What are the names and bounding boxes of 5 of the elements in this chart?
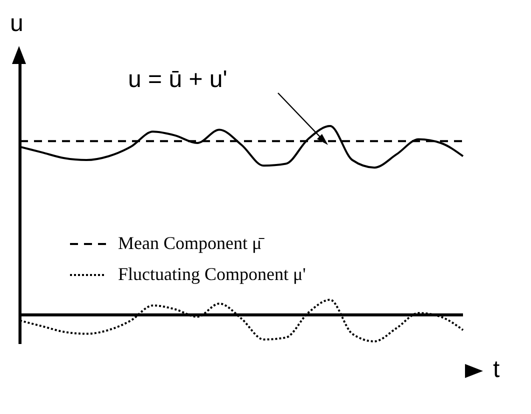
x-axis-title: t: [493, 356, 500, 384]
y-axis-title: u: [10, 10, 24, 38]
legend-label: Mean Component μ̄: [118, 233, 262, 254]
legend-label: Fluctuating Component μ': [118, 264, 306, 285]
text: u = ū + u': [128, 66, 228, 94]
